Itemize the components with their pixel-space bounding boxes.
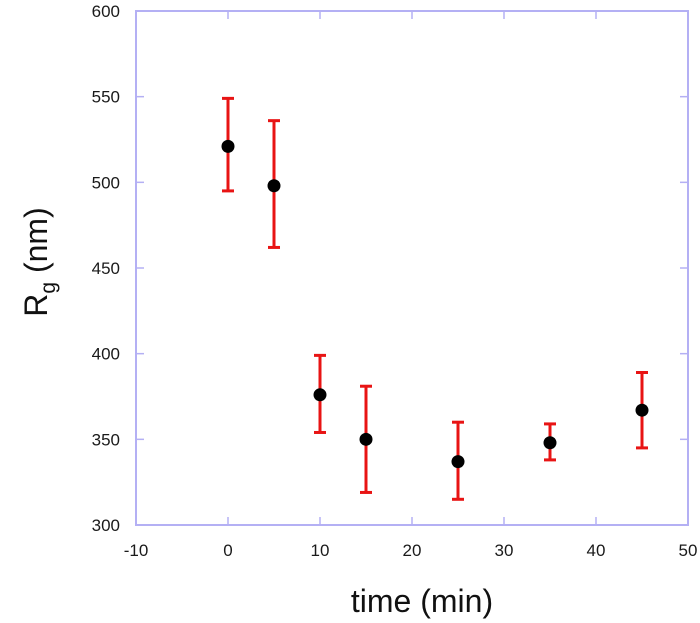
x-tick-label: 50	[679, 541, 698, 560]
x-tick-label: 20	[403, 541, 422, 560]
plot-frame	[135, 10, 689, 526]
data-point	[543, 422, 557, 462]
y-tick-label: 500	[92, 173, 120, 192]
y-axis-title-unit: (nm)	[18, 207, 54, 282]
marker-circle-icon	[635, 403, 649, 417]
x-tick-labels: -10 0 10 20 30 40 50	[124, 541, 698, 560]
data-point	[451, 420, 465, 501]
y-tick-label: 600	[92, 2, 120, 21]
marker-circle-icon	[451, 455, 465, 469]
y-axis-title-main: R	[18, 294, 54, 317]
data-point	[635, 371, 649, 450]
data-point	[267, 119, 281, 249]
data-point	[221, 96, 235, 193]
x-tick-label: 40	[587, 541, 606, 560]
data-series	[221, 96, 649, 501]
y-tick-label: 550	[92, 88, 120, 107]
y-axis-title-subscript: g	[37, 282, 60, 294]
marker-circle-icon	[221, 139, 235, 153]
y-axis-title: Rg (nm)	[18, 207, 60, 316]
y-tick-labels: 300 350 400 450 500 550 600	[92, 2, 120, 535]
x-tick-label: 0	[223, 541, 232, 560]
marker-circle-icon	[359, 432, 373, 446]
y-tick-label: 400	[92, 345, 120, 364]
marker-circle-icon	[313, 388, 327, 402]
y-tick-label: 450	[92, 259, 120, 278]
marker-circle-icon	[267, 179, 281, 193]
data-point	[359, 384, 373, 494]
data-point	[313, 353, 327, 434]
x-tick-label: 10	[311, 541, 330, 560]
marker-circle-icon	[543, 436, 557, 450]
x-tick-label: -10	[124, 541, 149, 560]
x-axis-title: time (min)	[351, 583, 493, 619]
axis-ticks	[135, 10, 689, 526]
y-tick-label: 300	[92, 516, 120, 535]
x-tick-label: 30	[495, 541, 514, 560]
y-tick-label: 350	[92, 430, 120, 449]
